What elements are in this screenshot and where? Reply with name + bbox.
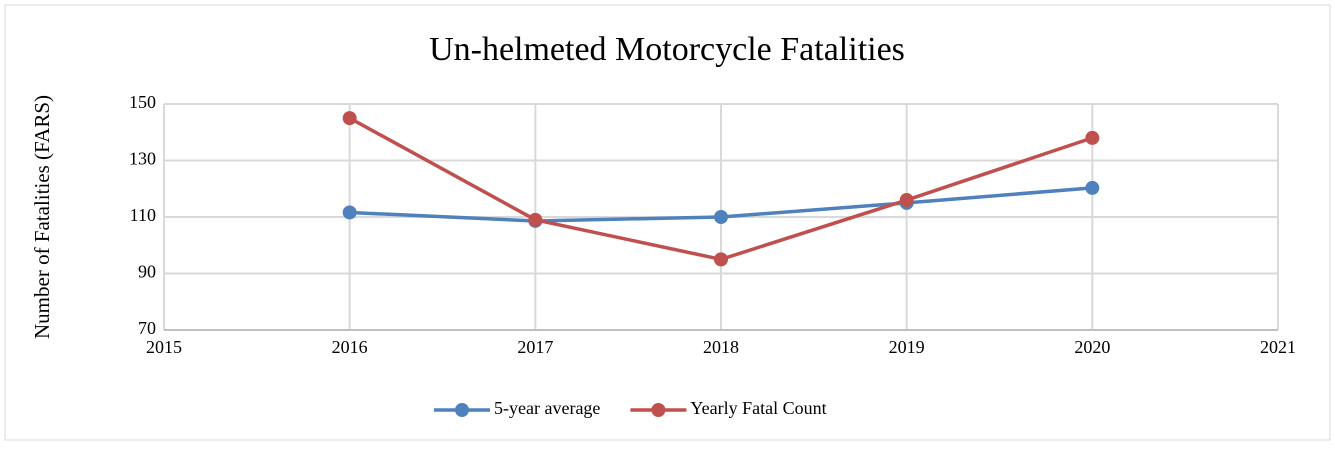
chart-frame [4, 4, 1331, 441]
y-tick-label: 110 [130, 205, 156, 225]
legend-label: Yearly Fatal Count [690, 398, 826, 418]
data-point [342, 205, 357, 220]
x-tick-label: 2021 [1260, 337, 1296, 357]
y-tick-label: 150 [129, 92, 156, 112]
data-point [899, 193, 914, 208]
data-point [1085, 130, 1100, 145]
legend-marker [651, 403, 666, 417]
legend-marker [455, 403, 469, 417]
y-tick-label: 70 [138, 318, 156, 338]
y-tick-label: 130 [129, 149, 156, 169]
x-tick-label: 2018 [703, 337, 739, 357]
x-tick-label: 2016 [332, 337, 368, 357]
data-point [342, 111, 357, 126]
x-tick-label: 2020 [1074, 337, 1110, 357]
chart-title: Un-helmeted Motorcycle Fatalities [429, 31, 905, 68]
data-point [1085, 180, 1100, 195]
legend-label: 5-year average [494, 398, 600, 418]
x-tick-label: 2017 [517, 337, 553, 357]
y-axis-label: Number of Fatalities (FARS) [30, 95, 54, 339]
data-point [714, 252, 728, 267]
y-tick-label: 90 [138, 262, 156, 282]
x-tick-label: 2019 [889, 337, 925, 357]
data-point [528, 212, 543, 227]
data-point [714, 210, 728, 224]
x-tick-label: 2015 [146, 337, 182, 357]
